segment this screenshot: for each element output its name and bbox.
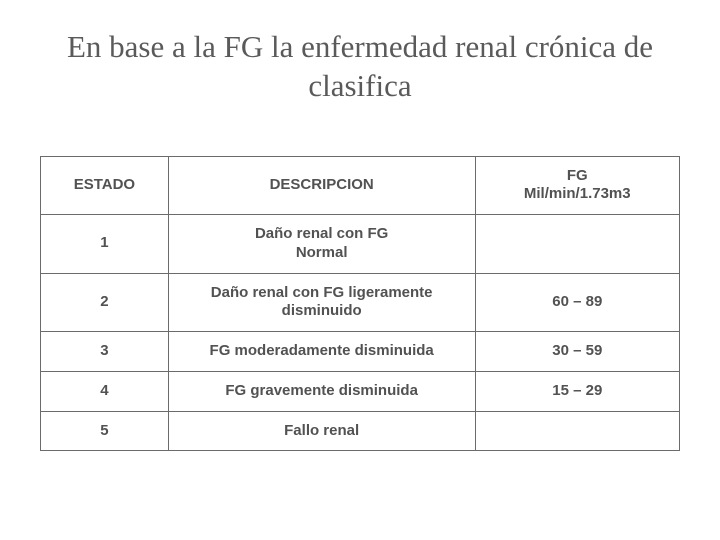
cell-desc-line2: disminuido [177, 302, 467, 321]
col-header-descripcion: DESCRIPCION [168, 156, 475, 215]
cell-desc-line2: Normal [177, 244, 467, 263]
cell-descripcion: Daño renal con FG Normal [168, 215, 475, 274]
col-header-fg: FG Mil/min/1.73m3 [475, 156, 679, 215]
cell-estado: 3 [41, 332, 169, 372]
cell-descripcion: FG gravemente disminuida [168, 371, 475, 411]
cell-desc-line1: Daño renal con FG [177, 225, 467, 244]
cell-fg: 60 – 89 [475, 273, 679, 332]
cell-desc-line1: FG moderadamente disminuida [177, 342, 467, 361]
cell-descripcion: FG moderadamente disminuida [168, 332, 475, 372]
col-header-fg-line1: FG [484, 167, 671, 186]
cell-descripcion: Fallo renal [168, 411, 475, 451]
cell-estado: 4 [41, 371, 169, 411]
cell-fg [475, 215, 679, 274]
table-row: 3 FG moderadamente disminuida 30 – 59 [41, 332, 680, 372]
table-row: 1 Daño renal con FG Normal [41, 215, 680, 274]
cell-fg: 15 – 29 [475, 371, 679, 411]
col-header-fg-line2: Mil/min/1.73m3 [484, 185, 671, 204]
cell-estado: 2 [41, 273, 169, 332]
cell-desc-line1: FG gravemente disminuida [177, 382, 467, 401]
table-row: 2 Daño renal con FG ligeramente disminui… [41, 273, 680, 332]
cell-fg [475, 411, 679, 451]
cell-estado: 1 [41, 215, 169, 274]
cell-desc-line1: Daño renal con FG ligeramente [177, 284, 467, 303]
cell-descripcion: Daño renal con FG ligeramente disminuido [168, 273, 475, 332]
cell-fg: 30 – 59 [475, 332, 679, 372]
table-header-row: ESTADO DESCRIPCION FG Mil/min/1.73m3 [41, 156, 680, 215]
classification-table: ESTADO DESCRIPCION FG Mil/min/1.73m3 1 D… [40, 156, 680, 452]
table-row: 5 Fallo renal [41, 411, 680, 451]
col-header-estado: ESTADO [41, 156, 169, 215]
slide-title: En base a la FG la enfermedad renal crón… [40, 28, 680, 106]
cell-desc-line1: Fallo renal [177, 422, 467, 441]
table-row: 4 FG gravemente disminuida 15 – 29 [41, 371, 680, 411]
cell-estado: 5 [41, 411, 169, 451]
